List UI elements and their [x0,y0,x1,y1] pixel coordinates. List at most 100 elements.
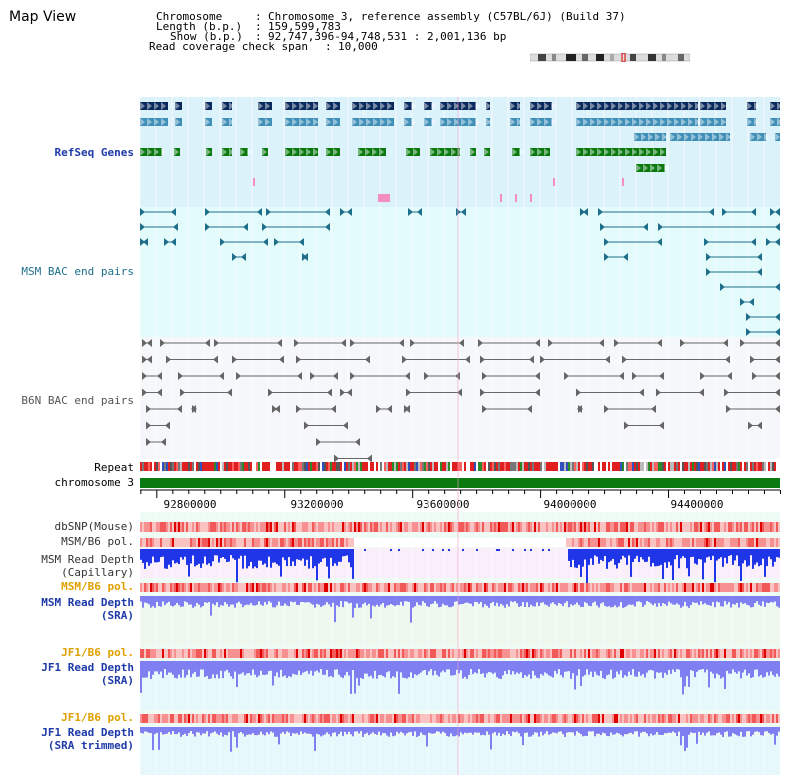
read-depth-bar [322,596,324,606]
read-depth-bar [236,549,238,583]
track-label-msm-depth-capillary[interactable]: MSM Read Depth (Capillary) [41,553,134,579]
polymorphism-density-cell [156,714,158,723]
track-label-msm-bac[interactable]: MSM BAC end pairs [21,265,134,278]
polymorphism-density-cell [538,714,540,723]
polymorphism-density-cell [600,522,602,532]
read-depth-bar [296,727,298,734]
polymorphism-density-cell [322,714,324,723]
msm-bac-pair-end [775,223,780,231]
track-label-refseq[interactable]: RefSeq Genes [54,146,134,159]
track-label-msm-b6-pol-2[interactable]: MSM/B6 pol. [61,580,134,593]
polymorphism-density-cell [188,714,190,723]
polymorphism-density-cell [234,538,236,547]
polymorphism-density-cell [338,649,340,658]
track-label-msm-depth-sra[interactable]: MSM Read Depth (SRA) [41,596,134,622]
polymorphism-density-cell [416,583,418,592]
repeat-element [722,462,724,471]
polymorphism-density-cell [512,714,514,723]
read-depth-bar [490,661,492,673]
gene-strand-arrow [510,118,515,126]
read-depth-bar [752,549,754,569]
polymorphism-density-cell [390,538,392,547]
track-label-dbsnp[interactable]: dbSNP(Mouse) [54,520,134,533]
track-label-b6n-bac[interactable]: B6N BAC end pairs [21,394,134,407]
polymorphism-density-cell [148,538,150,547]
polymorphism-density-cell [318,714,320,723]
gene-strand-arrow [517,118,522,126]
polymorphism-density-cell [480,538,482,547]
polymorphism-density-cell [452,522,454,532]
read-depth-bar [346,727,348,735]
polymorphism-density-cell [310,714,312,723]
msm-bac-pair-end [623,253,628,261]
repeat-element [214,462,216,471]
gene-block [140,118,168,126]
polymorphism-density-cell [718,714,720,723]
polymorphism-density-cell [338,583,340,592]
polymorphism-density-cell [696,649,698,658]
gene-strand-arrow [721,102,726,110]
gene-strand-arrow [583,102,588,110]
polymorphism-density-cell [466,522,468,532]
track-label-jf1-depth-sra[interactable]: JF1 Read Depth (SRA) [41,661,134,687]
polymorphism-density-cell [430,538,432,547]
gene-strand-arrow [576,148,581,156]
polymorphism-density-cell [688,522,690,532]
polymorphism-density-cell [556,522,558,532]
polymorphism-density-cell [698,649,700,658]
read-depth-bar [720,596,722,607]
read-depth-bar [552,596,554,603]
chromosome-ideogram[interactable] [530,53,690,62]
polymorphism-density-cell [500,714,502,723]
polymorphism-density-cell [238,522,240,532]
track-label-jf1-b6-pol-2[interactable]: JF1/B6 pol. [61,711,134,724]
read-depth-bar [634,549,636,559]
polymorphism-density-cell [228,649,230,658]
polymorphism-density-cell [656,714,658,723]
polymorphism-density-cell [682,522,684,532]
polymorphism-density-cell [240,649,242,658]
polymorphism-density-cell [686,538,688,547]
polymorphism-density-cell [550,583,552,592]
polymorphism-density-cell [230,538,232,547]
read-depth-bar [760,727,762,736]
polymorphism-density-cell [764,583,766,592]
read-depth-bar [148,727,150,733]
polymorphism-density-cell [222,538,224,547]
read-depth-bar [462,549,464,551]
read-depth-bar [200,661,202,670]
polymorphism-density-cell [266,538,268,547]
polymorphism-density-cell [658,583,660,592]
gene-strand-arrow [653,102,658,110]
b6n-bac-pair-end [399,339,404,347]
polymorphism-density-cell [234,583,236,592]
gene-block [358,148,386,156]
polymorphism-density-cell [776,538,778,547]
polymorphism-density-cell [680,714,682,723]
track-label-repeat[interactable]: Repeat [94,461,134,474]
read-depth-bar [708,549,710,557]
read-depth-bar [732,661,734,670]
polymorphism-density-cell [620,714,622,723]
polymorphism-density-cell [678,583,680,592]
repeat-element [490,462,492,471]
repeat-element [400,462,402,471]
polymorphism-density-cell [764,522,766,532]
read-depth-bar [446,727,448,736]
polymorphism-density-cell [262,714,264,723]
polymorphism-density-cell [356,522,358,532]
polymorphism-density-cell [242,583,244,592]
track-label-jf1-depth-trimmed[interactable]: JF1 Read Depth (SRA trimmed) [41,726,134,752]
polymorphism-density-cell [228,583,230,592]
polymorphism-density-cell [426,714,428,723]
polymorphism-density-cell [610,522,612,532]
polymorphism-density-cell [646,649,648,658]
polymorphism-density-cell [502,522,504,532]
track-label-jf1-b6-pol-1[interactable]: JF1/B6 pol. [61,646,134,659]
track-label-msm-b6-pol-1[interactable]: MSM/B6 pol. [61,535,134,548]
polymorphism-density-cell [582,583,584,592]
read-depth-bar [746,549,748,567]
polymorphism-density-cell [728,583,730,592]
gene-block [530,102,552,110]
